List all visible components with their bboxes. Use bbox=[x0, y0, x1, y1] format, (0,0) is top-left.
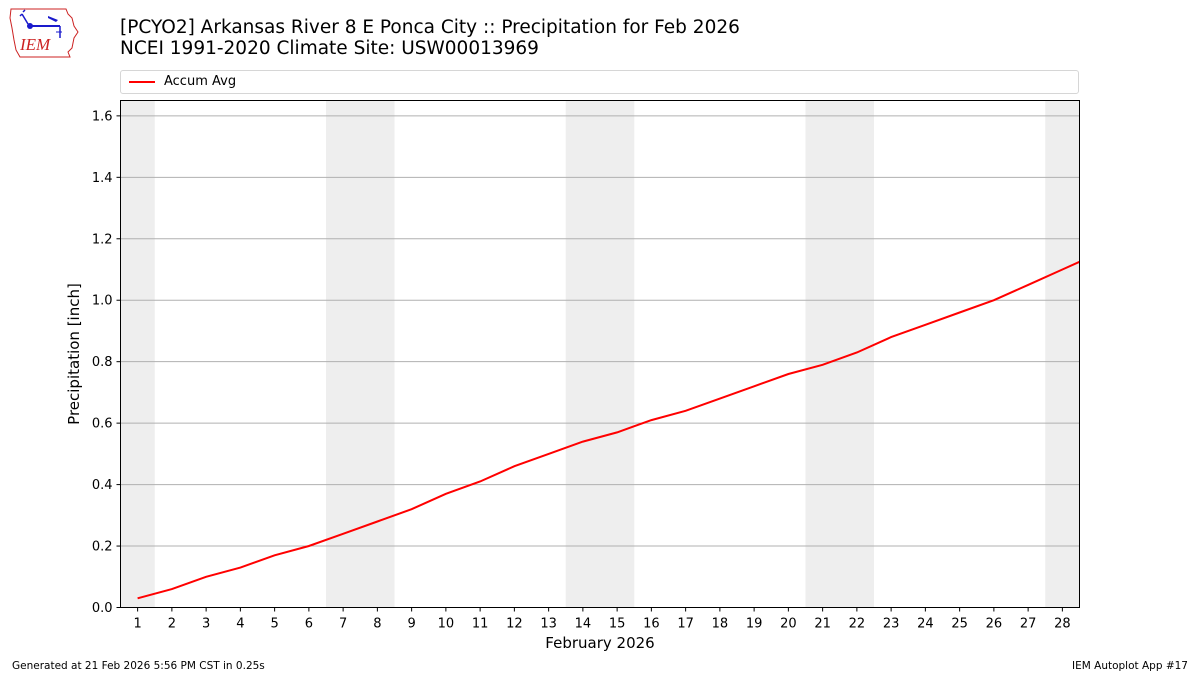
y-tick-label: 1.0 bbox=[92, 294, 113, 309]
x-tick-label: 15 bbox=[609, 617, 626, 632]
iowa-map-icon: IEM bbox=[9, 8, 79, 58]
y-axis-ticks: 0.0 0.2 0.4 0.6 0.8 1.0 1.2 1.4 1.6 bbox=[92, 109, 121, 616]
app-credit: IEM Autoplot App #17 bbox=[1072, 660, 1188, 672]
x-tick-label: 10 bbox=[438, 617, 455, 632]
x-tick-label: 18 bbox=[712, 617, 729, 632]
x-tick-label: 7 bbox=[339, 617, 347, 632]
accum-avg-line bbox=[137, 260, 1080, 600]
y-tick-label: 0.4 bbox=[92, 478, 113, 493]
x-tick-label: 4 bbox=[236, 617, 244, 632]
y-axis-label: Precipitation [inch] bbox=[65, 283, 83, 425]
iem-logo: IEM bbox=[8, 6, 80, 60]
x-tick-label: 8 bbox=[373, 617, 381, 632]
weekend-band bbox=[326, 100, 395, 608]
y-gridlines bbox=[120, 115, 1080, 547]
x-tick-label: 6 bbox=[305, 617, 313, 632]
x-tick-label: 13 bbox=[540, 617, 557, 632]
title-line-2: NCEI 1991-2020 Climate Site: USW00013969 bbox=[120, 38, 539, 59]
weekend-band bbox=[565, 100, 635, 608]
x-axis-label: February 2026 bbox=[545, 634, 655, 652]
x-tick-label: 25 bbox=[951, 617, 968, 632]
weekend-band bbox=[120, 100, 155, 608]
x-tick-label: 27 bbox=[1020, 617, 1037, 632]
weekend-band bbox=[1045, 100, 1080, 608]
x-tick-label: 2 bbox=[168, 617, 176, 632]
y-tick-label: 1.6 bbox=[92, 109, 113, 124]
generated-timestamp: Generated at 21 Feb 2026 5:56 PM CST in … bbox=[12, 660, 265, 672]
x-tick-label: 21 bbox=[814, 617, 831, 632]
y-tick-label: 0.2 bbox=[92, 540, 113, 555]
x-axis-ticks: 1 2 3 4 5 6 7 8 9 10 11 12 13 14 15 16 17 18 19 20 21 22 23 24 2… bbox=[133, 607, 1071, 632]
x-tick-label: 12 bbox=[506, 617, 523, 632]
x-tick-label: 22 bbox=[849, 617, 866, 632]
x-tick-label: 26 bbox=[986, 617, 1003, 632]
svg-text:IEM: IEM bbox=[19, 35, 51, 54]
x-tick-label: 1 bbox=[133, 617, 141, 632]
y-tick-label: 1.2 bbox=[92, 232, 113, 247]
x-tick-label: 19 bbox=[746, 617, 763, 632]
weekend-shading bbox=[120, 100, 1080, 608]
x-tick-label: 16 bbox=[643, 617, 660, 632]
axes-frame bbox=[120, 100, 1080, 608]
x-tick-label: 23 bbox=[883, 617, 900, 632]
weekend-band bbox=[805, 100, 874, 608]
x-tick-label: 3 bbox=[202, 617, 210, 632]
legend-line-swatch bbox=[129, 81, 155, 83]
y-tick-label: 0.6 bbox=[92, 417, 113, 432]
x-tick-label: 5 bbox=[270, 617, 278, 632]
x-tick-label: 11 bbox=[472, 617, 489, 632]
legend-label-accum-avg: Accum Avg bbox=[164, 74, 237, 89]
legend: Accum Avg bbox=[120, 70, 1079, 94]
x-tick-label: 24 bbox=[917, 617, 934, 632]
x-tick-label: 20 bbox=[780, 617, 797, 632]
y-tick-label: 0.8 bbox=[92, 355, 113, 370]
y-tick-label: 0.0 bbox=[92, 601, 113, 616]
x-tick-label: 17 bbox=[677, 617, 694, 632]
chart-title: [PCYO2] Arkansas River 8 E Ponca City ::… bbox=[120, 17, 740, 59]
x-tick-label: 9 bbox=[407, 617, 415, 632]
x-tick-label: 14 bbox=[575, 617, 592, 632]
title-line-1: [PCYO2] Arkansas River 8 E Ponca City ::… bbox=[120, 17, 740, 38]
x-tick-label: 28 bbox=[1054, 617, 1071, 632]
y-tick-label: 1.4 bbox=[92, 171, 113, 186]
